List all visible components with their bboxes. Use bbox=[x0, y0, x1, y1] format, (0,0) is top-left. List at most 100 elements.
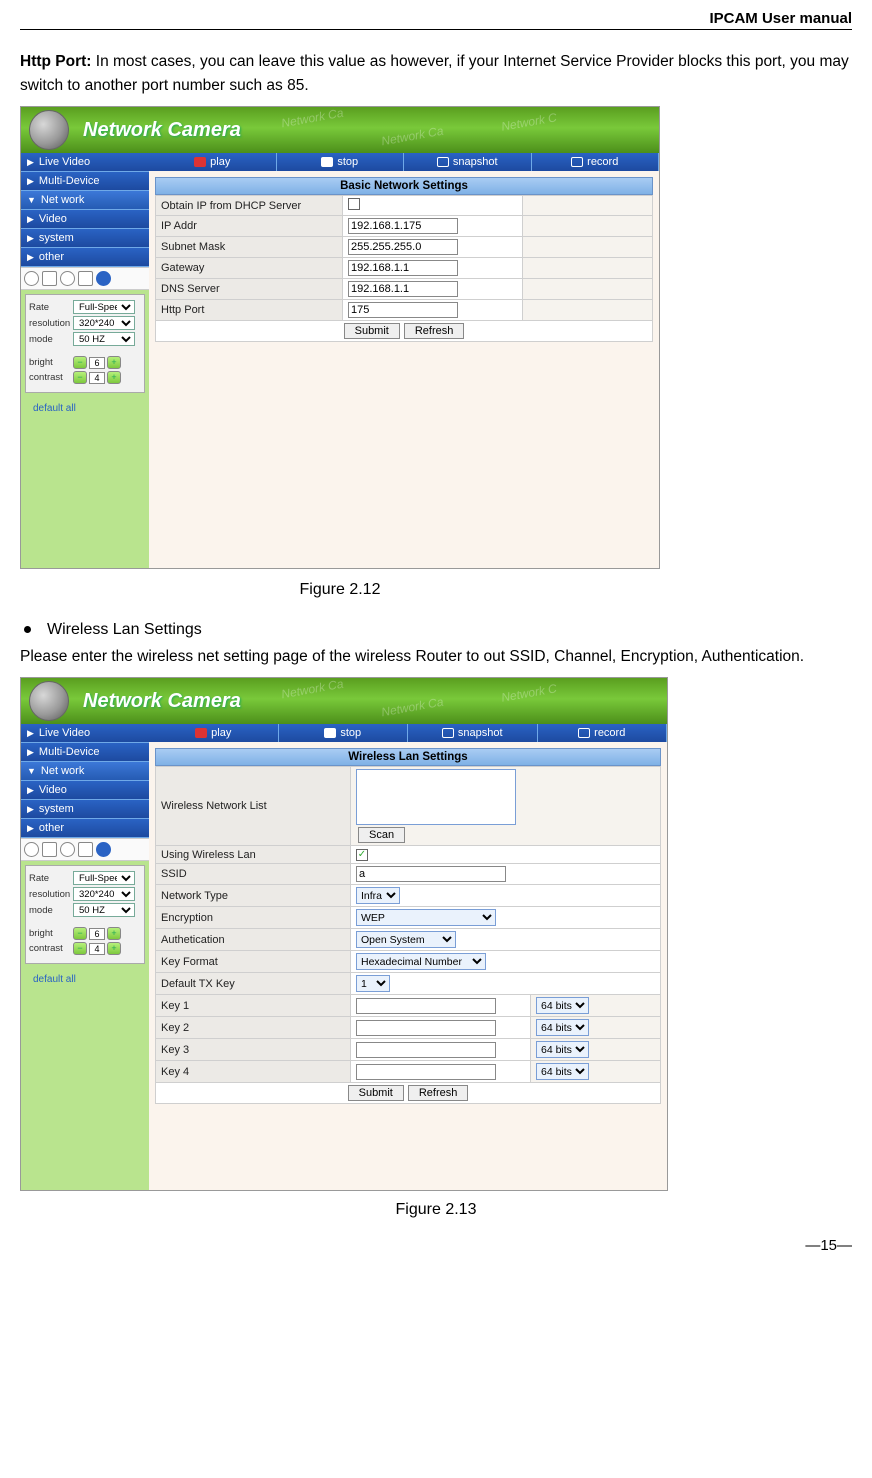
minus-button[interactable]: − bbox=[73, 942, 87, 955]
play-button[interactable]: play bbox=[149, 724, 279, 742]
resolution-select[interactable]: 320*240 bbox=[73, 887, 135, 901]
banner: Network Camera Network Ca Network Ca Net… bbox=[21, 107, 659, 153]
nav-live-video[interactable]: ▶Live Video bbox=[21, 724, 149, 743]
rate-select[interactable]: Full-Speed bbox=[73, 300, 135, 314]
scan-button[interactable]: Scan bbox=[358, 827, 405, 843]
submit-button[interactable]: Submit bbox=[348, 1085, 404, 1101]
rate-select[interactable]: Full-Speed bbox=[73, 871, 135, 885]
nav-multi-device[interactable]: ▶Multi-Device bbox=[21, 743, 149, 762]
refresh-button[interactable]: Refresh bbox=[404, 323, 465, 339]
nav-other[interactable]: ▶other bbox=[21, 819, 149, 838]
auth-select[interactable]: Open System bbox=[356, 931, 456, 948]
http-port-input[interactable] bbox=[348, 302, 458, 318]
default-all-link[interactable]: default all bbox=[33, 403, 145, 414]
key3-bits-select[interactable]: 64 bits bbox=[536, 1041, 589, 1058]
nav-network[interactable]: ▼Net work bbox=[21, 762, 149, 781]
nav-label: Video bbox=[39, 784, 67, 796]
view-icon[interactable] bbox=[42, 271, 57, 286]
record-button[interactable]: record bbox=[538, 724, 668, 742]
nav-system[interactable]: ▶system bbox=[21, 800, 149, 819]
key4-bits-select[interactable]: 64 bits bbox=[536, 1063, 589, 1080]
use-wireless-checkbox[interactable]: ✓ bbox=[356, 849, 368, 861]
key-format-select[interactable]: Hexadecimal Number bbox=[356, 953, 486, 970]
subnet-input[interactable] bbox=[348, 239, 458, 255]
key1-input[interactable] bbox=[356, 998, 496, 1014]
stop-button[interactable]: stop bbox=[279, 724, 409, 742]
bright-value[interactable] bbox=[89, 357, 105, 369]
row-label: Network Type bbox=[156, 885, 351, 907]
key4-input[interactable] bbox=[356, 1064, 496, 1080]
view-icon[interactable] bbox=[24, 842, 39, 857]
bullet-icon bbox=[24, 626, 31, 633]
page-number: —15— bbox=[20, 1237, 852, 1254]
view-icon[interactable] bbox=[42, 842, 57, 857]
mode-select[interactable]: 50 HZ bbox=[73, 332, 135, 346]
row-label: Key 2 bbox=[156, 1017, 351, 1039]
contrast-value[interactable] bbox=[89, 943, 105, 955]
plus-button[interactable]: + bbox=[107, 356, 121, 369]
sidebar: ▶Live Video ▶Multi-Device ▼Net work ▶Vid… bbox=[21, 724, 149, 1190]
default-all-link[interactable]: default all bbox=[33, 974, 145, 985]
plus-button[interactable]: + bbox=[107, 942, 121, 955]
intro-paragraph-1: Http Port: In most cases, you can leave … bbox=[20, 50, 852, 98]
nav-label: other bbox=[39, 251, 64, 263]
network-listbox[interactable] bbox=[356, 769, 516, 825]
gateway-input[interactable] bbox=[348, 260, 458, 276]
nav-live-video[interactable]: ▶Live Video bbox=[21, 153, 149, 172]
ssid-input[interactable] bbox=[356, 866, 506, 882]
stop-button[interactable]: stop bbox=[277, 153, 405, 171]
submit-button[interactable]: Submit bbox=[344, 323, 400, 339]
watermark: Network Ca bbox=[280, 678, 344, 701]
chevron-right-icon: ▶ bbox=[27, 747, 34, 758]
nav-video[interactable]: ▶Video bbox=[21, 210, 149, 229]
key3-input[interactable] bbox=[356, 1042, 496, 1058]
encryption-select[interactable]: WEP bbox=[356, 909, 496, 926]
view-icon-active[interactable] bbox=[96, 842, 111, 857]
nav-label: system bbox=[39, 803, 74, 815]
network-type-select[interactable]: Infra bbox=[356, 887, 400, 904]
key2-bits-select[interactable]: 64 bits bbox=[536, 1019, 589, 1036]
nav-system[interactable]: ▶system bbox=[21, 229, 149, 248]
snapshot-button[interactable]: snapshot bbox=[404, 153, 532, 171]
mode-label: mode bbox=[29, 905, 71, 916]
refresh-button[interactable]: Refresh bbox=[408, 1085, 469, 1101]
view-icon[interactable] bbox=[24, 271, 39, 286]
view-icon[interactable] bbox=[78, 271, 93, 286]
view-icon[interactable] bbox=[60, 271, 75, 286]
contrast-value[interactable] bbox=[89, 372, 105, 384]
toolbar: play stop snapshot record bbox=[149, 153, 659, 171]
key1-bits-select[interactable]: 64 bits bbox=[536, 997, 589, 1014]
tx-key-select[interactable]: 1 bbox=[356, 975, 390, 992]
key2-input[interactable] bbox=[356, 1020, 496, 1036]
nav-network[interactable]: ▼Net work bbox=[21, 191, 149, 210]
mode-label: mode bbox=[29, 334, 71, 345]
row-label: Obtain IP from DHCP Server bbox=[156, 196, 343, 216]
view-icon-active[interactable] bbox=[96, 271, 111, 286]
minus-button[interactable]: − bbox=[73, 927, 87, 940]
play-button[interactable]: play bbox=[149, 153, 277, 171]
dns-input[interactable] bbox=[348, 281, 458, 297]
snapshot-button[interactable]: snapshot bbox=[408, 724, 538, 742]
dhcp-checkbox[interactable] bbox=[348, 198, 360, 210]
main-panel: play stop snapshot record Basic Network … bbox=[149, 153, 659, 568]
plus-button[interactable]: + bbox=[107, 927, 121, 940]
nav-other[interactable]: ▶other bbox=[21, 248, 149, 267]
view-icon[interactable] bbox=[78, 842, 93, 857]
nav-label: Video bbox=[39, 213, 67, 225]
view-icon[interactable] bbox=[60, 842, 75, 857]
nav-multi-device[interactable]: ▶Multi-Device bbox=[21, 172, 149, 191]
plus-button[interactable]: + bbox=[107, 371, 121, 384]
resolution-select[interactable]: 320*240 bbox=[73, 316, 135, 330]
row-label: Key 3 bbox=[156, 1039, 351, 1061]
mode-select[interactable]: 50 HZ bbox=[73, 903, 135, 917]
bright-value[interactable] bbox=[89, 928, 105, 940]
minus-button[interactable]: − bbox=[73, 356, 87, 369]
nav-video[interactable]: ▶Video bbox=[21, 781, 149, 800]
http-port-bold: Http Port: bbox=[20, 53, 91, 70]
row-label: Key 1 bbox=[156, 995, 351, 1017]
chevron-down-icon: ▼ bbox=[27, 766, 36, 776]
rate-label: Rate bbox=[29, 302, 71, 313]
record-button[interactable]: record bbox=[532, 153, 660, 171]
ip-addr-input[interactable] bbox=[348, 218, 458, 234]
minus-button[interactable]: − bbox=[73, 371, 87, 384]
